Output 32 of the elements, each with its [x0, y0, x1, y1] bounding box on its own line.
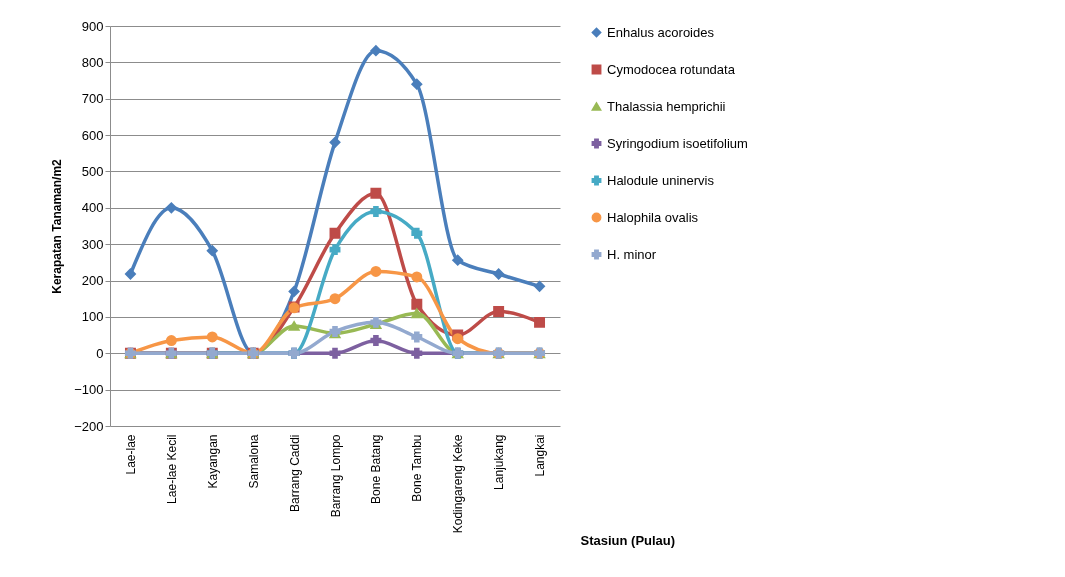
- y-axis-title: Kerapatan Tanaman/m2: [50, 158, 65, 294]
- legend-label: Thalassia hemprichii: [607, 98, 726, 114]
- x-tick-label: Lae-lae: [123, 434, 138, 475]
- legend-label: H. minor: [607, 246, 657, 262]
- y-tick-label: 100: [81, 309, 104, 325]
- legend-label: Cymodocea rotundata: [607, 61, 736, 77]
- x-tick-label: Barrang Caddi: [287, 434, 302, 512]
- legend-label: Halophila ovalis: [607, 209, 699, 225]
- x-tick-label: Langkai: [533, 434, 548, 477]
- x-axis-title: Stasiun (Pulau): [580, 532, 676, 548]
- y-tick-label: 700: [81, 91, 104, 107]
- x-tick-label: Lanjukang: [492, 434, 507, 490]
- y-tick-label: 0: [96, 345, 104, 361]
- y-tick-label: −100: [74, 382, 104, 398]
- x-tick-label: Bone Tambu: [410, 434, 425, 502]
- x-tick-label: Kodingareng Keke: [451, 434, 466, 534]
- y-tick-label: 400: [81, 200, 104, 216]
- legend-label: Enhalus acoroides: [607, 24, 715, 40]
- y-tick-label: 800: [81, 54, 104, 70]
- x-tick-label: Samalona: [246, 434, 261, 489]
- legend-label: Syringodium isoetifolium: [607, 135, 748, 151]
- x-tick-label: Lae-lae Kecil: [164, 434, 179, 504]
- y-tick-label: 600: [81, 127, 104, 143]
- legend-label: Halodule uninervis: [607, 172, 715, 188]
- y-tick-label: 300: [81, 236, 104, 252]
- y-tick-label: 500: [81, 163, 104, 179]
- x-tick-label: Bone Batang: [369, 434, 384, 504]
- x-tick-label: Kayangan: [205, 434, 220, 489]
- y-tick-label: −200: [74, 418, 104, 434]
- x-tick-label: Barrang Lompo: [328, 434, 343, 518]
- y-tick-label: 900: [81, 18, 104, 34]
- y-tick-label: 200: [81, 273, 104, 289]
